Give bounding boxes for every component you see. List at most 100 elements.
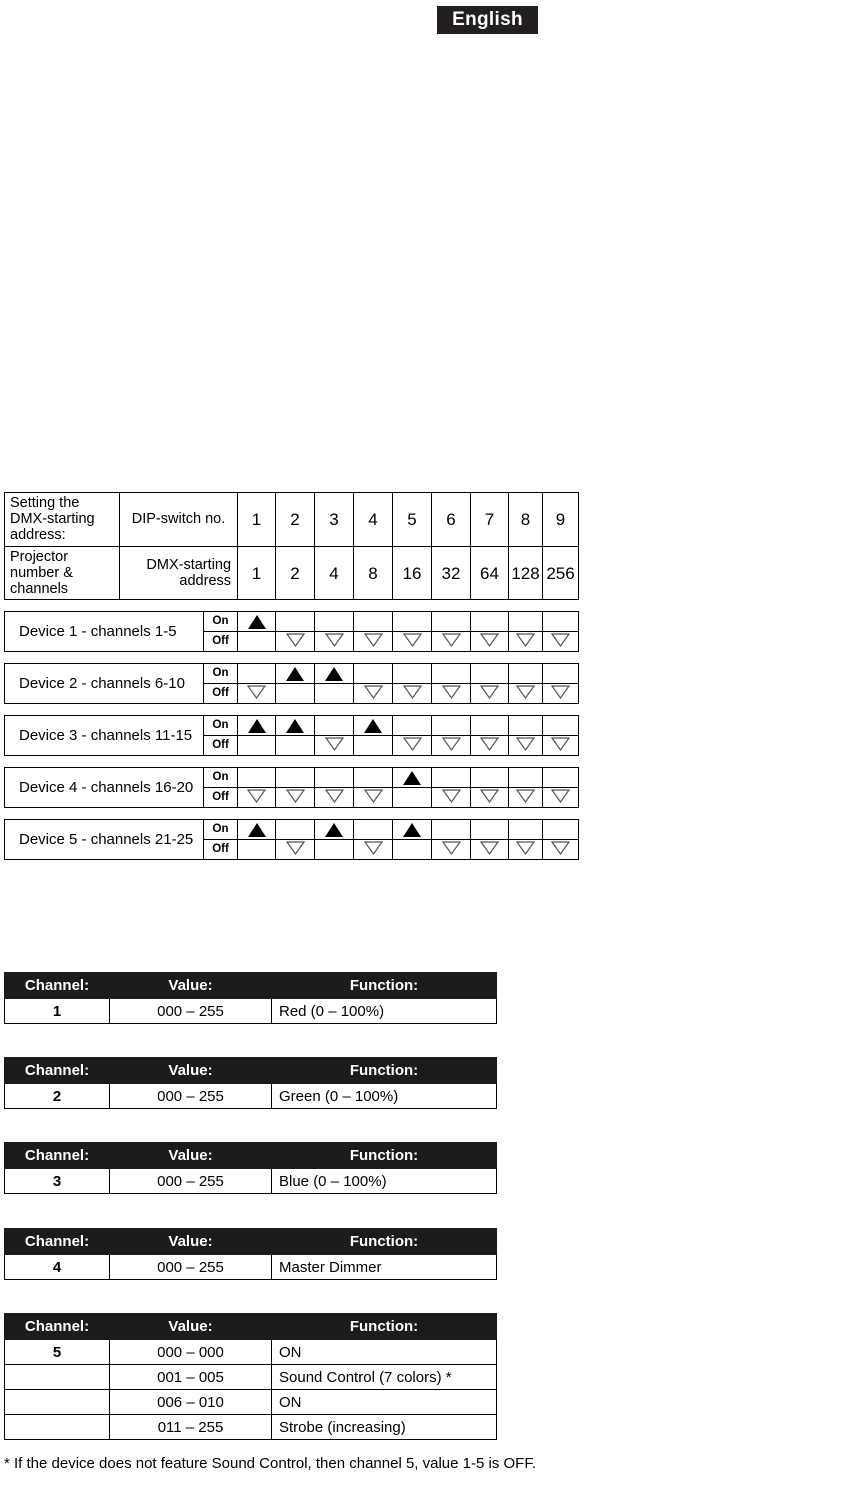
- device-4-off-switch-3[interactable]: [314, 787, 354, 809]
- device-3-off-switch-7[interactable]: [470, 735, 509, 757]
- device-1-off-switch-4[interactable]: [353, 631, 393, 653]
- device-1-on-switch-4[interactable]: [353, 611, 393, 633]
- device-3-on-switch-9[interactable]: [542, 715, 579, 737]
- device-4-on-switch-3[interactable]: [314, 767, 354, 789]
- device-2-off-switch-1[interactable]: [237, 683, 276, 705]
- device-5-off-switch-7[interactable]: [470, 839, 509, 861]
- device-5-on-switch-1[interactable]: [237, 819, 276, 841]
- device-3-on-switch-4[interactable]: [353, 715, 393, 737]
- device-4-off-switch-2[interactable]: [275, 787, 315, 809]
- device-5-off-switch-4[interactable]: [353, 839, 393, 861]
- device-1-off-switch-3[interactable]: [314, 631, 354, 653]
- device-1-off-switch-1[interactable]: [237, 631, 276, 653]
- device-3-off-switch-8[interactable]: [508, 735, 543, 757]
- device-3-on-switch-1[interactable]: [237, 715, 276, 737]
- device-3-off-switch-3[interactable]: [314, 735, 354, 757]
- device-1-on-switch-2[interactable]: [275, 611, 315, 633]
- device-4-on-switch-7[interactable]: [470, 767, 509, 789]
- device-4-on-switch-9[interactable]: [542, 767, 579, 789]
- device-4-on-switch-5[interactable]: [392, 767, 432, 789]
- device-2-off-switch-3[interactable]: [314, 683, 354, 705]
- device-4-on-switch-6[interactable]: [431, 767, 471, 789]
- device-3-on-switch-5[interactable]: [392, 715, 432, 737]
- device-1-on-switch-5[interactable]: [392, 611, 432, 633]
- device-1-off-switch-2[interactable]: [275, 631, 315, 653]
- device-1-on-switch-8[interactable]: [508, 611, 543, 633]
- device-2-off-switch-7[interactable]: [470, 683, 509, 705]
- device-1-on-switch-9[interactable]: [542, 611, 579, 633]
- device-3-on-switch-8[interactable]: [508, 715, 543, 737]
- device-1-on-switch-3[interactable]: [314, 611, 354, 633]
- device-4-off-switch-1[interactable]: [237, 787, 276, 809]
- device-5-off-switch-6[interactable]: [431, 839, 471, 861]
- device-2-off-switch-8[interactable]: [508, 683, 543, 705]
- device-2-off-switch-6[interactable]: [431, 683, 471, 705]
- device-5-on-switch-4[interactable]: [353, 819, 393, 841]
- device-3-off-switch-5[interactable]: [392, 735, 432, 757]
- device-3-off-switch-9[interactable]: [542, 735, 579, 757]
- device-5-off-switch-5[interactable]: [392, 839, 432, 861]
- device-1-off-switch-9[interactable]: [542, 631, 579, 653]
- device-2-on-switch-8[interactable]: [508, 663, 543, 685]
- device-4-off-switch-4[interactable]: [353, 787, 393, 809]
- dipswitch-no-9: 9: [542, 492, 580, 547]
- device-4-on-switch-4[interactable]: [353, 767, 393, 789]
- device-2-on-switch-9[interactable]: [542, 663, 579, 685]
- device-2-on-switch-6[interactable]: [431, 663, 471, 685]
- device-4-on-switch-2[interactable]: [275, 767, 315, 789]
- device-1-on-switch-7[interactable]: [470, 611, 509, 633]
- device-4-on-switch-1[interactable]: [237, 767, 276, 789]
- device-4-off-switch-8[interactable]: [508, 787, 543, 809]
- device-1-on-switch-6[interactable]: [431, 611, 471, 633]
- device-5-off-switch-1[interactable]: [237, 839, 276, 861]
- device-2-off-switch-5[interactable]: [392, 683, 432, 705]
- device-1-on-switch-1[interactable]: [237, 611, 276, 633]
- header-channel: Channel:: [4, 1057, 110, 1084]
- device-4-off-switch-5[interactable]: [392, 787, 432, 809]
- device-3-on-switch-6[interactable]: [431, 715, 471, 737]
- device-3-off-switch-1[interactable]: [237, 735, 276, 757]
- device-4-off-switch-6[interactable]: [431, 787, 471, 809]
- device-5-on-switch-2[interactable]: [275, 819, 315, 841]
- device-3-on-switch-2[interactable]: [275, 715, 315, 737]
- device-1-off-switch-6[interactable]: [431, 631, 471, 653]
- dipswitch-no-8: 8: [508, 492, 544, 547]
- off-label: Off: [203, 631, 238, 653]
- device-2-on-switch-2[interactable]: [275, 663, 315, 685]
- device-5-on-switch-9[interactable]: [542, 819, 579, 841]
- device-4-off-switch-9[interactable]: [542, 787, 579, 809]
- device-1-off-switch-8[interactable]: [508, 631, 543, 653]
- device-3-on-switch-3[interactable]: [314, 715, 354, 737]
- device-5-off-switch-2[interactable]: [275, 839, 315, 861]
- device-2-off-switch-2[interactable]: [275, 683, 315, 705]
- device-2-off-switch-4[interactable]: [353, 683, 393, 705]
- device-2-off-switch-9[interactable]: [542, 683, 579, 705]
- cell-value: 011 – 255: [109, 1414, 272, 1440]
- device-4-off-switch-7[interactable]: [470, 787, 509, 809]
- device-5-on-switch-5[interactable]: [392, 819, 432, 841]
- device-2-on-switch-4[interactable]: [353, 663, 393, 685]
- device-3-off-switch-6[interactable]: [431, 735, 471, 757]
- device-3-off-switch-2[interactable]: [275, 735, 315, 757]
- device-5-on-switch-6[interactable]: [431, 819, 471, 841]
- device-2-on-switch-7[interactable]: [470, 663, 509, 685]
- device-5-off-switch-9[interactable]: [542, 839, 579, 861]
- device-4-on-switch-8[interactable]: [508, 767, 543, 789]
- device-3-off-switch-4[interactable]: [353, 735, 393, 757]
- device-1-off-switch-5[interactable]: [392, 631, 432, 653]
- device-2-on-switch-1[interactable]: [237, 663, 276, 685]
- device-2-on-switch-5[interactable]: [392, 663, 432, 685]
- switch-on-triangle-icon: [286, 718, 304, 733]
- device-5-on-switch-7[interactable]: [470, 819, 509, 841]
- cell-function: Red (0 – 100%): [271, 998, 497, 1024]
- cell-value: 000 – 255: [109, 998, 272, 1024]
- switch-on-triangle-icon: [247, 718, 266, 733]
- device-3-on-switch-7[interactable]: [470, 715, 509, 737]
- device-2-on-switch-3[interactable]: [314, 663, 354, 685]
- device-5-off-switch-8[interactable]: [508, 839, 543, 861]
- projector-number-label: Projector number & channels: [4, 545, 120, 601]
- device-5-on-switch-8[interactable]: [508, 819, 543, 841]
- device-5-off-switch-3[interactable]: [314, 839, 354, 861]
- device-5-on-switch-3[interactable]: [314, 819, 354, 841]
- device-1-off-switch-7[interactable]: [470, 631, 509, 653]
